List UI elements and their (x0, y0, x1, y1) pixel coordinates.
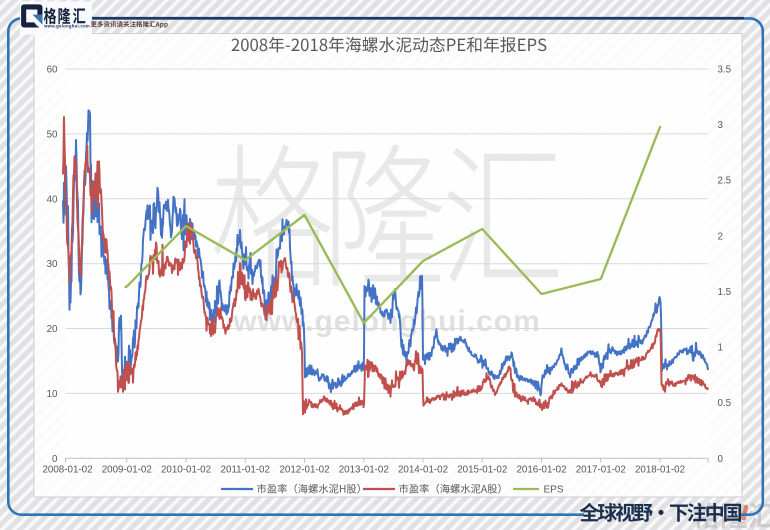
svg-text:www.gelonghui.com: www.gelonghui.com (43, 23, 90, 28)
svg-text:2: 2 (718, 231, 723, 242)
svg-text:1: 1 (718, 343, 723, 354)
svg-text:60: 60 (47, 65, 58, 76)
svg-text:0: 0 (52, 454, 58, 465)
svg-text:20: 20 (47, 324, 58, 335)
svg-text:2017-01-02: 2017-01-02 (576, 465, 626, 476)
svg-text:2018-01-02: 2018-01-02 (635, 465, 685, 476)
svg-text:10: 10 (47, 389, 58, 400)
svg-text:3: 3 (718, 120, 724, 131)
svg-text:2012-01-02: 2012-01-02 (279, 465, 329, 476)
svg-text:30: 30 (47, 259, 58, 270)
svg-text:2010-01-02: 2010-01-02 (161, 465, 211, 476)
svg-text:50: 50 (47, 129, 58, 140)
svg-text:2013-01-02: 2013-01-02 (339, 465, 389, 476)
svg-text:0: 0 (718, 454, 724, 465)
svg-text:2014-01-02: 2014-01-02 (398, 465, 448, 476)
svg-text:EPS: EPS (544, 485, 564, 496)
svg-text:3.5: 3.5 (718, 65, 732, 76)
svg-text:2008-01-02: 2008-01-02 (42, 465, 92, 476)
svg-text:40: 40 (47, 194, 58, 205)
svg-text:2.5: 2.5 (718, 176, 732, 187)
svg-text:0.5: 0.5 (718, 398, 732, 409)
svg-text:2011-01-02: 2011-01-02 (221, 465, 270, 476)
svg-text:1.5: 1.5 (718, 287, 732, 298)
svg-text:2016-01-02: 2016-01-02 (516, 465, 566, 476)
svg-text:2015-01-02: 2015-01-02 (457, 465, 507, 476)
svg-text:2009-01-02: 2009-01-02 (102, 465, 152, 476)
